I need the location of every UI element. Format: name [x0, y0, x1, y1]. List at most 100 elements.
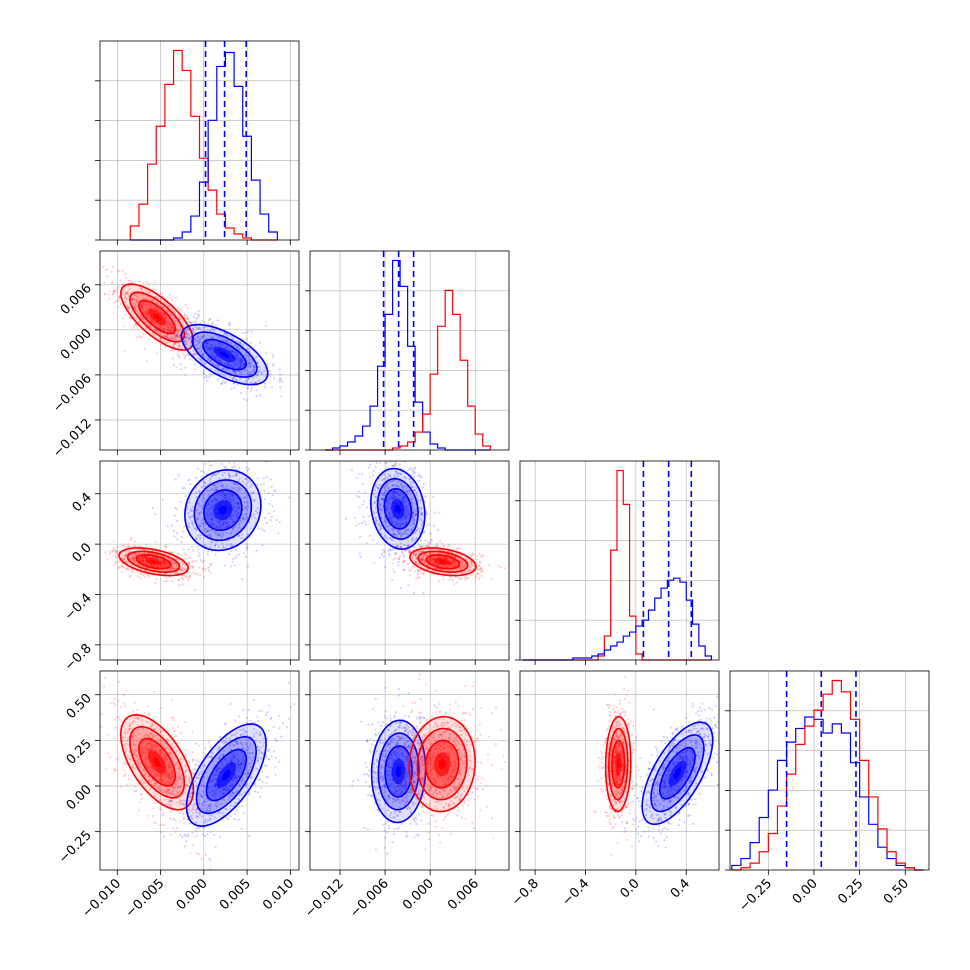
scatter-point — [149, 765, 152, 769]
scatter-point — [252, 369, 255, 372]
scatter-point — [408, 551, 411, 554]
scatter-point — [445, 565, 448, 568]
scatter-point — [116, 545, 119, 548]
scatter-point — [177, 319, 180, 322]
scatter-point — [412, 591, 415, 595]
scatter-point — [248, 480, 251, 483]
scatter-point — [258, 379, 261, 382]
scatter-point — [236, 501, 239, 504]
scatter-point — [232, 482, 235, 485]
scatter-point — [393, 553, 396, 556]
scatter-point — [104, 268, 107, 272]
scatter-point — [232, 344, 235, 347]
scatter-point — [246, 533, 250, 536]
scatter-point — [405, 521, 408, 524]
scatter-point — [182, 567, 185, 570]
scatter-point — [133, 701, 136, 704]
hist-3-xtick-label: −0.25 — [736, 876, 775, 915]
scatter-point — [123, 769, 126, 772]
scatter-point — [415, 529, 418, 532]
scatter-point — [191, 730, 194, 733]
scatter-point — [456, 563, 459, 566]
scatter-point — [179, 800, 182, 803]
scatter-point — [476, 572, 479, 575]
scatter-point — [419, 551, 422, 554]
scatter-point — [173, 535, 176, 538]
scatter-point — [207, 566, 210, 569]
scatter-point — [471, 553, 474, 557]
scatter-point — [216, 489, 219, 492]
scatter-point — [126, 306, 129, 309]
scatter-point — [182, 574, 185, 577]
scatter-point — [222, 490, 225, 493]
scatter-point — [411, 502, 414, 505]
scatter-point — [207, 503, 211, 506]
scatter-point — [144, 773, 147, 776]
scatter-point — [128, 725, 131, 728]
scatter-point — [273, 377, 276, 380]
scatter-point — [206, 379, 209, 382]
p21-plot-area — [344, 461, 507, 595]
scatter-point — [115, 300, 118, 303]
scatter-point — [389, 537, 393, 540]
scatter-point — [407, 544, 410, 548]
scatter-point — [389, 507, 392, 510]
scatter-point — [399, 587, 403, 590]
scatter-point — [403, 494, 406, 497]
scatter-point — [412, 552, 415, 555]
scatter-point — [384, 518, 387, 522]
scatter-point — [420, 545, 423, 548]
scatter-point — [256, 507, 259, 510]
scatter-point — [411, 556, 414, 559]
scatter-point — [429, 558, 432, 561]
scatter-point — [259, 368, 262, 371]
scatter-point — [186, 307, 189, 310]
scatter-point — [169, 773, 172, 776]
scatter-point — [411, 539, 414, 543]
scatter-point — [428, 542, 431, 545]
scatter-point — [391, 520, 394, 523]
scatter-point — [153, 280, 156, 284]
scatter-point — [414, 553, 418, 556]
scatter-point — [412, 522, 415, 526]
scatter-point — [174, 506, 177, 510]
scatter-point — [373, 512, 376, 515]
scatter-point — [279, 386, 282, 389]
scatter-point — [154, 322, 157, 325]
scatter-point — [411, 505, 414, 508]
scatter-point — [408, 550, 411, 553]
scatter-point — [182, 563, 185, 566]
scatter-point — [131, 299, 134, 302]
scatter-point — [231, 527, 235, 530]
scatter-point — [139, 749, 142, 752]
scatter-point — [384, 521, 387, 524]
scatter-point — [117, 699, 120, 702]
scatter-point — [164, 561, 167, 564]
scatter-point — [155, 774, 159, 778]
scatter-point — [113, 737, 116, 740]
scatter-point — [446, 545, 449, 548]
scatter-point — [123, 295, 126, 298]
panels: −0.25 0.00 0.25 0.50−0.012−0.0060.0000.006−… — [50, 40, 930, 921]
scatter-point — [169, 833, 172, 836]
scatter-point — [459, 560, 462, 563]
scatter-point — [275, 518, 278, 522]
scatter-point — [151, 735, 154, 739]
scatter-point — [162, 327, 165, 330]
scatter-point — [172, 349, 175, 352]
scatter-point — [226, 361, 229, 364]
scatter-point — [162, 312, 165, 315]
scatter-point — [184, 753, 187, 756]
scatter-point — [211, 328, 214, 331]
scatter-point — [135, 739, 138, 742]
scatter-point — [252, 499, 255, 502]
scatter-point — [221, 498, 224, 501]
scatter-point — [168, 326, 171, 329]
scatter-point — [437, 528, 440, 532]
scatter-point — [211, 508, 214, 511]
scatter-point — [195, 529, 198, 532]
scatter-point — [135, 309, 138, 312]
scatter-point — [170, 778, 173, 781]
scatter-point — [171, 719, 175, 722]
scatter-point — [398, 518, 402, 521]
